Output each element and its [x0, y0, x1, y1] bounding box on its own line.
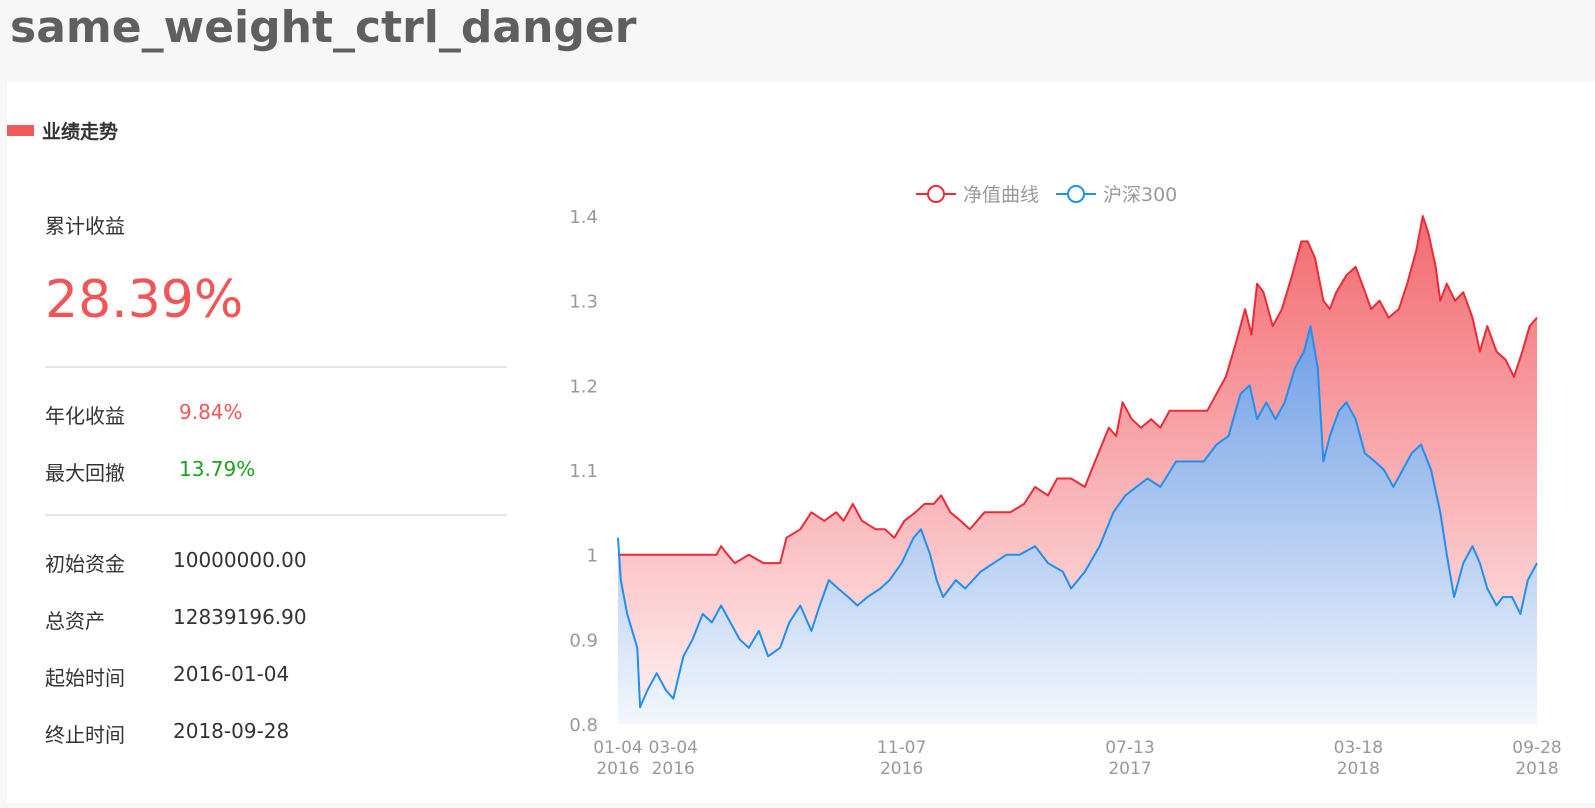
start-time-row: 起始时间 2016-01-04 — [45, 662, 289, 691]
initial-capital-label: 初始资金 — [45, 552, 125, 576]
y-tick-label: 1.1 — [569, 461, 598, 482]
total-assets-row: 总资产 12839196.90 — [45, 605, 307, 634]
annual-return-value: 9.84% — [179, 400, 243, 424]
legend-item-1[interactable]: 沪深300 — [1056, 184, 1177, 206]
performance-chart-svg: 0.80.911.11.21.31.4 01-04201603-04201611… — [569, 184, 1561, 779]
y-tick-label: 1.4 — [569, 207, 598, 228]
legend-marker-icon — [1067, 185, 1085, 203]
max-drawdown-label: 最大回撤 — [45, 461, 125, 485]
end-time-value: 2018-09-28 — [173, 719, 290, 743]
initial-capital-row: 初始资金 10000000.00 — [45, 548, 307, 577]
start-time-label: 起始时间 — [45, 666, 125, 690]
stats-divider — [45, 366, 507, 368]
x-tick-label: 09-28 — [1512, 738, 1561, 758]
section-title: 业绩走势 — [42, 120, 119, 143]
y-tick-label: 1.2 — [569, 376, 598, 397]
x-tick-year: 2016 — [880, 759, 923, 779]
x-tick-year: 2016 — [596, 759, 639, 779]
section-header: 业绩走势 — [7, 118, 119, 143]
series-line-1[interactable] — [617, 325, 1538, 709]
y-tick-label: 0.8 — [569, 715, 598, 736]
total-assets-label: 总资产 — [45, 609, 105, 633]
series-area-1 — [618, 326, 1537, 724]
annual-return-label: 年化收益 — [45, 404, 125, 428]
cumulative-return-value: 28.39% — [45, 270, 244, 330]
performance-panel: 业绩走势 累计收益 28.39% 年化收益 9.84% 最大回撤 13.79% … — [7, 82, 1595, 803]
x-tick-label: 01-04 — [593, 738, 642, 758]
end-time-row: 终止时间 2018-09-28 — [45, 719, 289, 748]
end-time-label: 终止时间 — [45, 723, 125, 747]
y-axis: 0.8 0.9 1 1.1 1.2 1.3 1.4 — [569, 207, 598, 736]
x-tick-label: 11-07 — [877, 738, 926, 758]
series-lines — [617, 215, 1538, 709]
y-tick-label: 1.3 — [569, 292, 598, 313]
max-drawdown-row: 最大回撤 13.79% — [45, 457, 255, 486]
legend-marker-icon — [927, 185, 945, 203]
x-axis: 01-04201603-04201611-07201607-13201703-1… — [593, 738, 1561, 779]
x-tick-year: 2018 — [1337, 759, 1380, 779]
x-tick-year: 2018 — [1515, 759, 1558, 779]
cumulative-return-label: 累计收益 — [45, 214, 125, 238]
x-tick-label: 03-18 — [1334, 738, 1383, 758]
x-tick-label: 03-04 — [649, 738, 698, 758]
legend-label: 沪深300 — [1103, 184, 1177, 206]
performance-chart: 0.8 0.9 1 1.1 1.2 1.3 1.4 01-04 2016 03-04 2016 11… — [550, 82, 1595, 803]
chart-legend[interactable]: 净值曲线 沪深300 — [916, 184, 1177, 206]
series-areas — [618, 216, 1537, 724]
series-line-0[interactable] — [618, 215, 1538, 565]
max-drawdown-value: 13.79% — [179, 457, 256, 481]
stats-divider — [45, 514, 507, 516]
section-accent-bar — [7, 124, 34, 136]
annual-return-row: 年化收益 9.84% — [45, 400, 243, 429]
y-tick-label: 0.9 — [569, 630, 598, 651]
legend-item-0[interactable]: 净值曲线 — [916, 184, 1039, 206]
x-tick-year: 2017 — [1108, 759, 1151, 779]
initial-capital-value: 10000000.00 — [173, 548, 307, 572]
y-tick-label: 1 — [587, 546, 598, 567]
start-time-value: 2016-01-04 — [173, 662, 290, 686]
x-tick-year: 2016 — [652, 759, 695, 779]
total-assets-value: 12839196.90 — [173, 605, 307, 629]
x-tick-label: 07-13 — [1105, 738, 1154, 758]
legend-label: 净值曲线 — [963, 184, 1039, 206]
page-title: same_weight_ctrl_danger — [10, 2, 637, 53]
